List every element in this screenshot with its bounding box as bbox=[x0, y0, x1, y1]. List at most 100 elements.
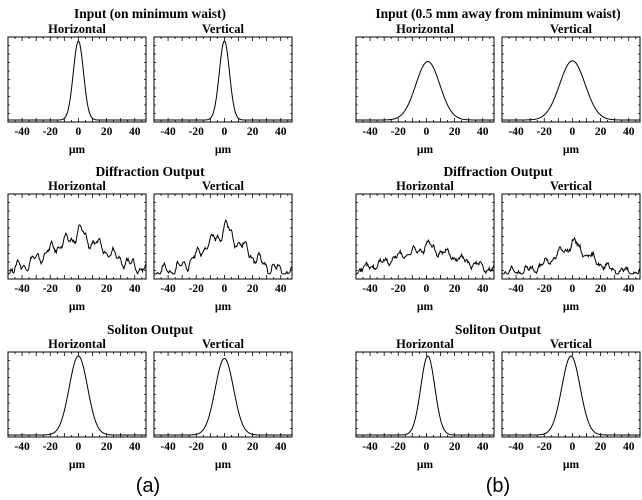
x-tick-label: -20 bbox=[43, 283, 59, 295]
x-tick-label: -40 bbox=[362, 126, 378, 138]
x-tick-label: -20 bbox=[391, 441, 407, 453]
x-tick-label: -20 bbox=[391, 283, 407, 295]
plot-subtitle: Horizontal bbox=[48, 22, 106, 36]
panel-label-b: (b) bbox=[486, 475, 510, 497]
charts-layer: Input (on minimum waist)Horizontal-40 -20… bbox=[7, 6, 641, 471]
plot-subtitle: Vertical bbox=[202, 337, 244, 351]
plot-3-1: Vertical -40 -20 0 20 40 µm bbox=[501, 22, 641, 156]
x-tick-label: 40 bbox=[129, 126, 141, 138]
x-tick-label: 40 bbox=[623, 126, 635, 138]
profile-line bbox=[154, 357, 292, 436]
profile-line bbox=[356, 355, 494, 436]
chart-group-title: Input (0.5 mm away from minimum waist) bbox=[375, 6, 620, 21]
x-tick-label: 20 bbox=[247, 283, 259, 295]
plot-5-1: Vertical -40 -20 0 20 40 µm bbox=[501, 337, 641, 471]
x-tick-label: -20 bbox=[43, 441, 59, 453]
plot-subtitle: Vertical bbox=[202, 179, 244, 193]
plot-subtitle: Vertical bbox=[550, 179, 592, 193]
x-tick-label: 0 bbox=[76, 126, 82, 138]
x-tick-label: -20 bbox=[537, 283, 553, 295]
plot-subtitle: Vertical bbox=[550, 337, 592, 351]
chart-group-title: Soliton Output bbox=[107, 322, 193, 337]
x-tick-label: 40 bbox=[623, 283, 635, 295]
x-tick-label: 0 bbox=[222, 441, 228, 453]
x-tick-label: -40 bbox=[160, 441, 176, 453]
x-tick-label: -40 bbox=[362, 283, 378, 295]
plot-3-0: Horizontal -40 -20 0 20 40 µm bbox=[355, 22, 495, 156]
plot-4-0: Horizontal -40 -20 0 20 40 µm bbox=[355, 179, 495, 313]
plot-frame bbox=[501, 36, 641, 123]
plot-subtitle: Horizontal bbox=[396, 22, 454, 36]
x-axis-label: µm bbox=[215, 459, 232, 471]
plot-2-0: Horizontal -40 -20 0 20 40 µm bbox=[7, 337, 147, 471]
x-axis-label: µm bbox=[563, 301, 580, 313]
x-axis-label: µm bbox=[69, 144, 86, 156]
plot-5-0: Horizontal -40 -20 0 20 40 µm bbox=[355, 337, 495, 471]
x-tick-label: 20 bbox=[247, 441, 259, 453]
x-tick-label: 20 bbox=[595, 283, 607, 295]
x-tick-label: 40 bbox=[477, 126, 489, 138]
chart-group-0: Input (on minimum waist)Horizontal -40 -20… bbox=[7, 6, 293, 156]
x-tick-label: 40 bbox=[275, 441, 287, 453]
plot-0-1: Vertical -40 -20 0 20 40 µm bbox=[153, 22, 293, 156]
x-axis-label: µm bbox=[69, 459, 86, 471]
x-axis-label: µm bbox=[563, 459, 580, 471]
x-tick-label: 40 bbox=[275, 283, 287, 295]
x-tick-label: 20 bbox=[101, 126, 113, 138]
x-tick-label: 0 bbox=[570, 283, 576, 295]
profile-line bbox=[8, 355, 146, 436]
x-tick-label: 40 bbox=[275, 126, 287, 138]
x-tick-label: 20 bbox=[449, 441, 461, 453]
x-tick-label: 0 bbox=[570, 441, 576, 453]
x-tick-label: 0 bbox=[76, 441, 82, 453]
chart-group-3: Input (0.5 mm away from minimum waist)Ho… bbox=[355, 6, 641, 156]
x-tick-label: 0 bbox=[424, 441, 430, 453]
plot-frame bbox=[153, 351, 293, 438]
x-axis-label: µm bbox=[215, 301, 232, 313]
x-tick-label: 20 bbox=[247, 126, 259, 138]
plot-frame bbox=[153, 193, 293, 280]
x-tick-label: 0 bbox=[424, 283, 430, 295]
chart-group-title: Input (on minimum waist) bbox=[74, 6, 226, 21]
x-tick-label: 0 bbox=[222, 283, 228, 295]
x-tick-label: 40 bbox=[623, 441, 635, 453]
x-tick-label: 20 bbox=[449, 283, 461, 295]
plot-subtitle: Horizontal bbox=[48, 179, 106, 193]
plot-frame bbox=[501, 351, 641, 438]
x-tick-label: 40 bbox=[129, 283, 141, 295]
x-axis-label: µm bbox=[215, 144, 232, 156]
x-tick-label: 20 bbox=[101, 283, 113, 295]
x-tick-label: -20 bbox=[189, 283, 205, 295]
plot-frame bbox=[355, 193, 495, 280]
plot-frame bbox=[7, 36, 147, 123]
profile-line bbox=[502, 236, 641, 275]
x-tick-label: -20 bbox=[537, 126, 553, 138]
x-tick-label: 0 bbox=[76, 283, 82, 295]
profile-line bbox=[502, 355, 640, 436]
x-tick-label: -40 bbox=[160, 126, 176, 138]
plot-subtitle: Horizontal bbox=[48, 337, 106, 351]
plot-frame bbox=[7, 351, 147, 438]
panel-label-a: (a) bbox=[136, 475, 160, 497]
x-tick-label: 40 bbox=[477, 283, 489, 295]
plot-subtitle: Vertical bbox=[202, 22, 244, 36]
x-axis-label: µm bbox=[69, 301, 86, 313]
x-tick-label: 40 bbox=[129, 441, 141, 453]
chart-group-title: Soliton Output bbox=[455, 322, 541, 337]
plot-1-1: Vertical -40 -20 0 20 40 µm bbox=[153, 179, 293, 313]
plot-frame bbox=[355, 36, 495, 123]
plot-subtitle: Vertical bbox=[550, 22, 592, 36]
plot-2-1: Vertical -40 -20 0 20 40 µm bbox=[153, 337, 293, 471]
x-tick-label: -40 bbox=[14, 283, 30, 295]
x-tick-label: -20 bbox=[189, 126, 205, 138]
plot-frame bbox=[153, 36, 293, 123]
x-tick-label: -40 bbox=[508, 283, 524, 295]
x-tick-label: -20 bbox=[537, 441, 553, 453]
profile-line bbox=[8, 224, 147, 275]
x-tick-label: -20 bbox=[391, 126, 407, 138]
x-tick-label: -40 bbox=[508, 126, 524, 138]
profile-line bbox=[502, 60, 640, 121]
